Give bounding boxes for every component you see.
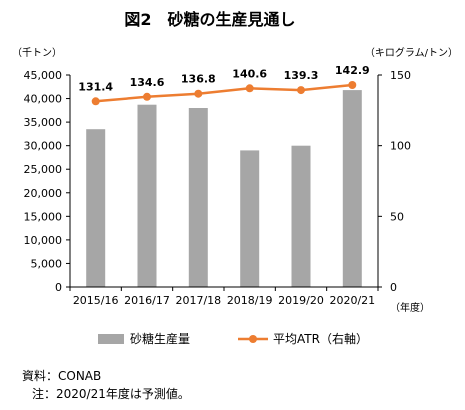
- left-tick-label: 20,000: [24, 187, 63, 200]
- axes: 0 5,000 10,000 15,000 20,000 25,000 30,000 35,0…: [24, 69, 412, 307]
- x-tick-label: 2015/16: [73, 294, 119, 307]
- right-axis-unit: （キログラム/トン）: [365, 46, 458, 59]
- left-tick-label: 35,000: [24, 116, 63, 129]
- atr-point-2020/21: [348, 81, 357, 89]
- atr-data-label: 140.6: [232, 67, 267, 80]
- x-tick-label: 2017/18: [175, 294, 221, 307]
- atr-data-label: 136.8: [181, 73, 216, 86]
- x-axis-unit: （年度）: [390, 301, 430, 314]
- atr-point-2017/18: [194, 89, 203, 98]
- bar-series: [86, 90, 362, 287]
- left-tick-label: 5,000: [31, 257, 63, 270]
- x-tick-label: 2016/17: [124, 294, 170, 307]
- right-tick-label: 50: [390, 210, 404, 223]
- left-axis-unit: （千トン）: [12, 47, 62, 59]
- atr-point-2019/20: [297, 86, 305, 95]
- atr-point-2016/17: [143, 92, 151, 101]
- atr-data-label: 139.3: [284, 69, 319, 82]
- left-tick-label: 15,000: [24, 210, 63, 223]
- atr-data-label: 131.4: [78, 80, 113, 93]
- bar-2019/20: [291, 145, 311, 287]
- legend-bar-label: 砂糖生産量: [130, 331, 190, 346]
- left-tick-label: 30,000: [24, 140, 63, 153]
- left-tick-label: 40,000: [24, 93, 63, 106]
- left-tick-label: 0: [55, 281, 62, 294]
- right-tick-label: 0: [390, 281, 397, 294]
- right-tick-label: 150: [390, 69, 411, 82]
- atr-line: [95, 83, 353, 103]
- atr-data-label: 134.6: [130, 76, 165, 89]
- source-note: 資料：CONAB: [22, 369, 102, 383]
- chart-title: 図2 砂糖の生産見通し: [124, 10, 295, 29]
- legend-bar-swatch: [98, 334, 124, 344]
- bar-2016/17: [137, 104, 157, 287]
- left-tick-label: 25,000: [24, 163, 63, 176]
- bar-2017/18: [188, 108, 208, 287]
- atr-data-label: 142.9: [335, 64, 370, 77]
- bar-2020/21: [342, 90, 362, 287]
- left-tick-label: 10,000: [24, 234, 63, 247]
- line-series: 131.4 134.6 136.8 140.6 139.3 142.9: [78, 64, 370, 106]
- bar-2015/16: [86, 129, 106, 287]
- forecast-note: 注：2020/21年度は予測値。: [32, 387, 190, 401]
- x-tick-label: 2018/19: [227, 294, 273, 307]
- x-tick-label: 2020/21: [329, 294, 375, 307]
- atr-point-2018/19: [245, 84, 254, 93]
- legend: 砂糖生産量 平均ATR（右軸）: [98, 331, 368, 346]
- atr-point-2015/16: [91, 97, 100, 106]
- left-tick-label: 45,000: [24, 69, 63, 82]
- legend-line-label: 平均ATR（右軸）: [273, 331, 368, 346]
- bar-2018/19: [240, 150, 260, 287]
- x-tick-label: 2019/20: [278, 294, 324, 307]
- legend-line-marker: [249, 335, 257, 343]
- right-tick-label: 100: [390, 140, 411, 153]
